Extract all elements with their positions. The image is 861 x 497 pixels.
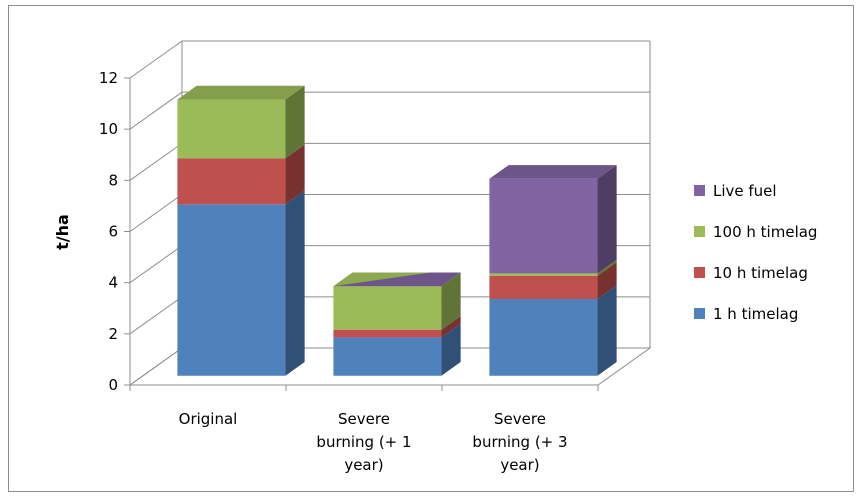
- bar-segment-side: [441, 272, 461, 330]
- chart-frame: [8, 5, 854, 492]
- legend-label: 100 h timelag: [713, 223, 817, 241]
- legend-swatch: [694, 226, 705, 237]
- y-tick-label: 12: [99, 69, 118, 87]
- y-tick-label: 10: [99, 120, 118, 138]
- gridline: [129, 40, 650, 79]
- bar-segment-side: [597, 285, 617, 376]
- legend-item: 100 h timelag: [694, 223, 817, 241]
- y-tick-label: 6: [108, 223, 118, 241]
- bar-segment-side: [285, 144, 305, 205]
- y-axis-label: t/ha: [53, 214, 72, 250]
- legend-swatch: [694, 267, 705, 278]
- x-tick-label-line: Original: [179, 410, 238, 428]
- bar-segment-side: [597, 262, 617, 299]
- x-tick-label-line: burning (+ 1: [316, 433, 411, 451]
- bar-segment: [333, 286, 442, 330]
- legend-item: 1 h timelag: [694, 305, 798, 323]
- x-tick-label-line: year): [500, 456, 539, 474]
- y-tick-label: 8: [108, 171, 118, 189]
- legend-label: 1 h timelag: [713, 305, 798, 323]
- bar-segment: [177, 204, 286, 376]
- bar-stack: [489, 165, 617, 376]
- legend-item: Live fuel: [694, 182, 777, 200]
- legend-swatch: [694, 308, 705, 319]
- bar-segment: [177, 99, 286, 159]
- legend-label: Live fuel: [713, 182, 777, 200]
- x-tick-label-line: burning (+ 3: [472, 433, 567, 451]
- legend: Live fuel 100 h timelag 10 h timelag 1 h ti…: [694, 182, 817, 323]
- bar-segment: [333, 329, 442, 338]
- bar-top-partial: [333, 272, 431, 287]
- y-axis: 0 2 4 6 8 10 12: [99, 69, 599, 394]
- bar-segment-side: [597, 165, 617, 274]
- bar-segment: [489, 299, 598, 376]
- legend-item: 10 h timelag: [694, 264, 808, 282]
- x-tick-label: Severe burning (+ 3 year): [472, 410, 567, 474]
- bar-top: [177, 85, 305, 100]
- y-tick-label: 2: [108, 325, 118, 343]
- x-tick-label-line: Severe: [494, 410, 546, 428]
- bar-segment-side: [441, 316, 461, 338]
- bar-segment: [333, 337, 442, 376]
- bar-segment: [177, 158, 286, 205]
- gridline: [129, 91, 650, 130]
- bars: [177, 85, 617, 376]
- bar-segment-side: [441, 323, 461, 376]
- legend-swatch: [694, 185, 705, 196]
- bar-stack: [333, 272, 461, 376]
- bar-stack: [177, 85, 305, 376]
- bar-segment: [489, 273, 598, 276]
- bar-segment-side: [597, 259, 617, 276]
- y-tick-label: 0: [108, 376, 118, 394]
- x-tick-label: Original: [179, 410, 238, 428]
- bar-segment-side: [285, 85, 305, 159]
- bar-segment: [489, 178, 598, 274]
- y-tick-label: 4: [108, 274, 118, 292]
- x-tick-label-line: year): [344, 456, 383, 474]
- bar-top: [489, 165, 617, 179]
- x-tick-label-line: Severe: [338, 410, 390, 428]
- bar-segment: [489, 275, 598, 299]
- x-axis-labels: Original Severe burning (+ 1 year) Severe bur…: [179, 410, 568, 474]
- x-tick-label: Severe burning (+ 1 year): [316, 410, 411, 474]
- legend-label: 10 h timelag: [713, 264, 808, 282]
- bar-segment-side: [285, 190, 305, 376]
